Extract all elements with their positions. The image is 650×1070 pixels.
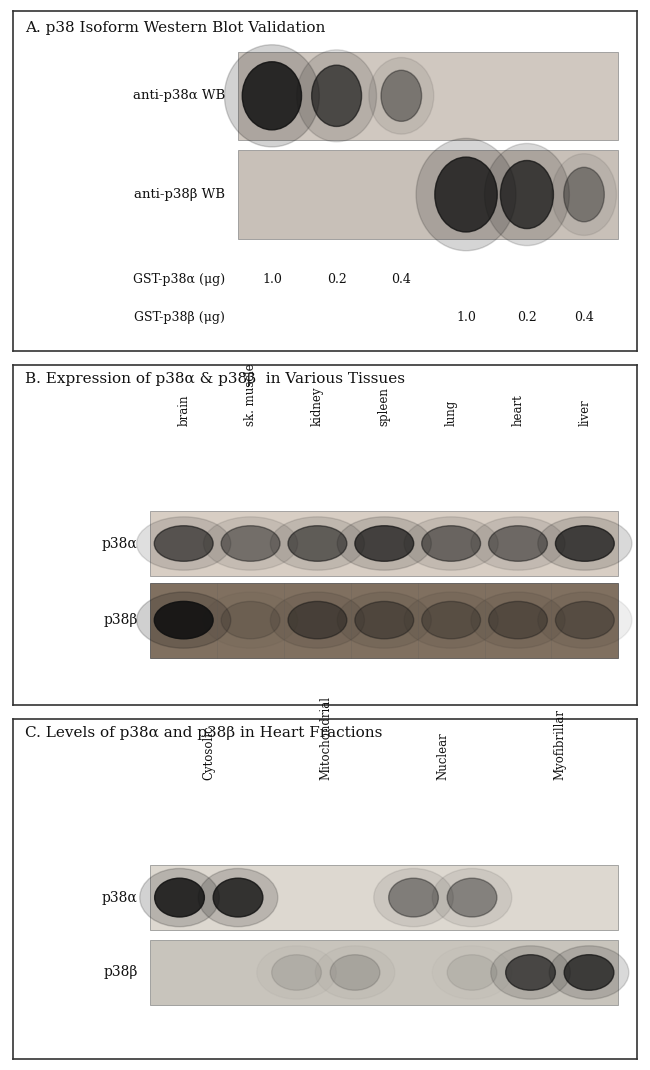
Text: liver: liver [578, 399, 592, 426]
Ellipse shape [538, 592, 632, 648]
Text: p38α: p38α [102, 536, 138, 550]
Ellipse shape [549, 946, 629, 999]
Ellipse shape [552, 154, 616, 235]
Ellipse shape [491, 946, 570, 999]
Ellipse shape [432, 869, 512, 927]
Text: 1.0: 1.0 [262, 273, 282, 286]
Ellipse shape [288, 525, 347, 562]
Ellipse shape [221, 525, 280, 562]
Text: lung: lung [445, 400, 458, 426]
Text: GST-p38β (μg): GST-p38β (μg) [135, 310, 225, 323]
Text: 0.2: 0.2 [327, 273, 346, 286]
Ellipse shape [556, 525, 614, 562]
Text: anti-p38β WB: anti-p38β WB [134, 188, 225, 201]
Text: sk. muscle: sk. muscle [244, 364, 257, 426]
FancyBboxPatch shape [150, 511, 618, 576]
Text: Mitochondrial: Mitochondrial [319, 697, 332, 780]
Ellipse shape [416, 138, 516, 250]
Text: Myofibrillar: Myofibrillar [553, 709, 566, 780]
Ellipse shape [272, 954, 321, 990]
Ellipse shape [564, 167, 604, 221]
Ellipse shape [447, 878, 497, 917]
FancyBboxPatch shape [150, 941, 618, 1005]
Ellipse shape [154, 525, 213, 562]
Text: 0.4: 0.4 [574, 310, 594, 323]
Ellipse shape [155, 878, 204, 917]
Ellipse shape [471, 592, 565, 648]
Ellipse shape [311, 65, 361, 126]
Text: 1.0: 1.0 [456, 310, 476, 323]
Ellipse shape [136, 517, 231, 570]
Ellipse shape [288, 601, 347, 639]
FancyBboxPatch shape [150, 583, 618, 658]
Ellipse shape [355, 601, 413, 639]
Ellipse shape [270, 517, 365, 570]
Ellipse shape [136, 592, 231, 648]
Ellipse shape [484, 143, 569, 246]
FancyBboxPatch shape [150, 866, 618, 930]
Text: 0.4: 0.4 [391, 273, 411, 286]
Text: spleen: spleen [378, 387, 391, 426]
Text: p38α: p38α [102, 890, 138, 904]
Text: B. Expression of p38α & p38β  in Various Tissues: B. Expression of p38α & p38β in Various … [25, 371, 406, 385]
Ellipse shape [213, 878, 263, 917]
Ellipse shape [154, 601, 213, 639]
Ellipse shape [489, 525, 547, 562]
Ellipse shape [337, 517, 432, 570]
Text: 0.2: 0.2 [517, 310, 537, 323]
Ellipse shape [374, 869, 453, 927]
Text: p38β: p38β [103, 613, 138, 627]
Text: Cytosolic: Cytosolic [202, 725, 215, 780]
Ellipse shape [422, 601, 480, 639]
Ellipse shape [447, 954, 497, 990]
Ellipse shape [296, 50, 376, 142]
Ellipse shape [404, 592, 498, 648]
Ellipse shape [556, 601, 614, 639]
Ellipse shape [404, 517, 498, 570]
Ellipse shape [389, 878, 438, 917]
Ellipse shape [270, 592, 365, 648]
FancyBboxPatch shape [238, 51, 618, 140]
Ellipse shape [369, 58, 434, 134]
Ellipse shape [330, 954, 380, 990]
Ellipse shape [381, 71, 422, 121]
Text: A. p38 Isoform Western Blot Validation: A. p38 Isoform Western Blot Validation [25, 21, 326, 35]
Ellipse shape [203, 517, 298, 570]
Text: Nuclear: Nuclear [436, 732, 449, 780]
Ellipse shape [538, 517, 632, 570]
Text: p38β: p38β [103, 965, 138, 979]
Ellipse shape [242, 62, 302, 129]
Ellipse shape [355, 525, 413, 562]
Ellipse shape [489, 601, 547, 639]
Text: brain: brain [177, 395, 190, 426]
Ellipse shape [140, 869, 219, 927]
Text: anti-p38α WB: anti-p38α WB [133, 89, 225, 103]
Ellipse shape [506, 954, 555, 990]
Ellipse shape [221, 601, 280, 639]
Text: heart: heart [512, 395, 525, 426]
FancyBboxPatch shape [238, 150, 618, 239]
Ellipse shape [564, 954, 614, 990]
Ellipse shape [198, 869, 278, 927]
Text: C. Levels of p38α and p38β in Heart Fractions: C. Levels of p38α and p38β in Heart Frac… [25, 725, 383, 739]
Ellipse shape [422, 525, 480, 562]
Ellipse shape [471, 517, 565, 570]
Ellipse shape [337, 592, 432, 648]
Text: GST-p38α (μg): GST-p38α (μg) [133, 273, 225, 286]
Ellipse shape [224, 45, 319, 147]
Text: kidney: kidney [311, 386, 324, 426]
Ellipse shape [435, 157, 497, 232]
Ellipse shape [500, 160, 553, 229]
